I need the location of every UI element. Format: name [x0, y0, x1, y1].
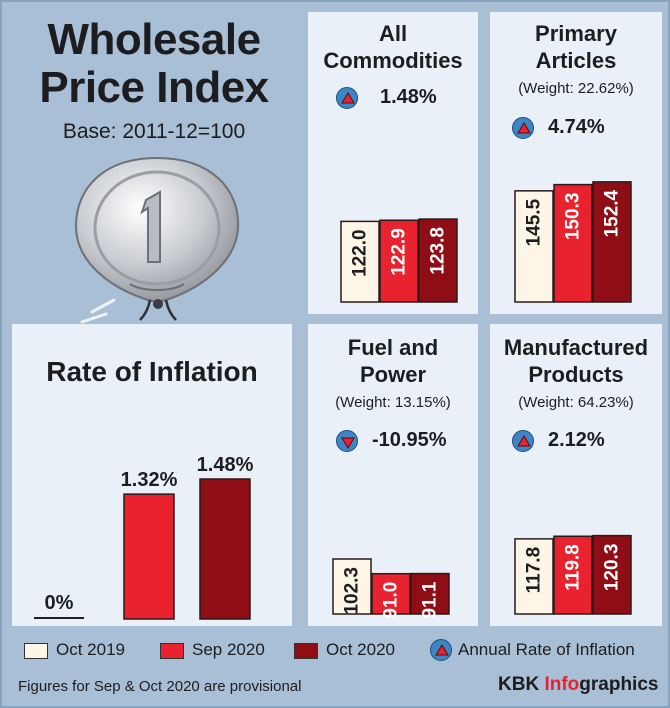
manufactured-bar-chart: 117.8 119.8 120.3	[514, 534, 632, 615]
legend-swatch-sep-2020	[160, 643, 184, 659]
triangle-down-icon	[336, 430, 358, 452]
inflation-bar-sep-2020	[123, 493, 175, 620]
manufactured-title-line-2: Products	[528, 362, 624, 387]
fuel-and-power-bar-oct-2019	[332, 558, 372, 615]
inflation-bar-chart: 0% 1.32% 1.48%	[34, 454, 254, 620]
legend-oct-2020: Oct 2020	[326, 640, 395, 659]
inflation-value-label-oct-2020: 1.48%	[197, 454, 254, 476]
brand-kbk: KBK	[498, 674, 545, 695]
fuel-power-bar-chart: 102.3 91.0 91.1	[332, 558, 450, 619]
brand-graphics: graphics	[579, 674, 659, 695]
manufactured-change: 2.12%	[548, 429, 605, 451]
all-commodities-change: 1.48%	[380, 86, 437, 108]
inflation-bar-oct-2020	[199, 478, 251, 620]
all-commodities-title-line-1: All	[378, 21, 408, 46]
manufactured-products-bar-sep-2020	[553, 535, 593, 615]
primary-articles-title-line-2: Articles	[535, 48, 617, 73]
primary-articles-value-label-oct-2020: 152.4	[602, 189, 623, 237]
primary-articles-weight: (Weight: 22.62%)	[518, 80, 634, 97]
all-commodities-bar-oct-2019	[340, 220, 380, 303]
all-commodities-bar-sep-2020	[379, 219, 419, 303]
all-commodities-value-label-oct-2019: 122.0	[350, 229, 371, 277]
triangle-up-icon	[430, 639, 452, 661]
triangle-up-icon	[336, 87, 358, 109]
primary-articles-change: 4.74%	[548, 116, 605, 138]
fuel-power-title-line-1: Fuel and	[347, 335, 439, 360]
fuel-power-change: -10.95%	[372, 429, 447, 451]
manufactured-title-line-1: Manufactured	[503, 335, 649, 360]
primary-articles-value-label-sep-2020: 150.3	[563, 193, 584, 241]
triangle-up-icon	[512, 117, 534, 139]
brand-logo: KBK Infographics	[498, 674, 658, 696]
triangle-up-icon	[512, 430, 534, 452]
primary-articles-bar-oct-2020	[592, 181, 632, 303]
fuel-and-power-value-label-oct-2019: 102.3	[342, 567, 363, 615]
inflation-value-label-oct-2019: 0%	[45, 592, 74, 614]
manufactured-weight: (Weight: 64.23%)	[518, 394, 634, 411]
inflation-title: Rate of Inflation	[46, 356, 258, 387]
manufactured-products-value-label-oct-2019: 117.8	[524, 547, 545, 594]
legend-swatch-oct-2019	[24, 643, 48, 659]
base-year: Base: 2011-12=100	[62, 120, 246, 143]
all-commodities-bar-chart: 122.0 122.9 123.8	[340, 218, 458, 303]
primary-articles-bar-chart: 145.5 150.3 152.4	[514, 181, 632, 303]
fuel-and-power-value-label-oct-2020: 91.1	[420, 581, 441, 618]
title-line-1: Wholesale	[47, 15, 261, 64]
legend-oct-2019: Oct 2019	[56, 640, 125, 659]
inflation-bar-oct-2019	[34, 617, 84, 619]
fuel-power-weight: (Weight: 13.15%)	[335, 394, 451, 411]
title-line-2: Price Index	[39, 63, 269, 112]
manufactured-products-bar-oct-2020	[592, 534, 632, 615]
all-commodities-title-line-2: Commodities	[323, 48, 463, 73]
fuel-and-power-bar-oct-2020	[410, 572, 450, 615]
fuel-power-title-line-2: Power	[359, 362, 427, 387]
brand-info: Info	[544, 674, 580, 695]
legend-sep-2020: Sep 2020	[192, 640, 265, 659]
rupee-coin-balloon-icon	[74, 156, 240, 324]
primary-articles-bar-sep-2020	[553, 183, 593, 303]
manufactured-products-bar-oct-2019	[514, 538, 554, 615]
footer-note: Figures for Sep & Oct 2020 are provision…	[18, 678, 302, 695]
inflation-value-label-sep-2020: 1.32%	[121, 469, 178, 491]
manufactured-products-value-label-oct-2020: 120.3	[602, 544, 623, 592]
manufactured-products-value-label-sep-2020: 119.8	[563, 544, 584, 591]
primary-articles-bar-oct-2019	[514, 190, 554, 303]
all-commodities-value-label-oct-2020: 123.8	[428, 227, 449, 275]
primary-articles-value-label-oct-2019: 145.5	[524, 198, 545, 246]
all-commodities-bar-oct-2020	[418, 218, 458, 303]
all-commodities-value-label-sep-2020: 122.9	[389, 228, 410, 276]
legend-swatch-oct-2020	[294, 643, 318, 659]
fuel-and-power-bar-sep-2020	[371, 572, 411, 615]
primary-articles-title-line-1: Primary	[535, 21, 617, 46]
legend-annual-rate: Annual Rate of Inflation	[458, 640, 635, 659]
fuel-and-power-value-label-sep-2020: 91.0	[381, 582, 402, 619]
